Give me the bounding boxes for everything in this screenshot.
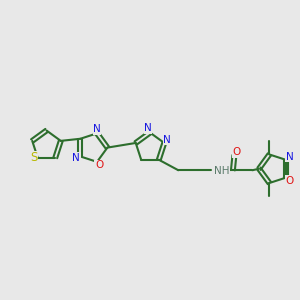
Text: N: N xyxy=(144,123,152,134)
Text: N: N xyxy=(73,153,80,163)
Text: O: O xyxy=(95,160,103,170)
Text: NH: NH xyxy=(214,166,230,176)
Text: O: O xyxy=(232,147,241,157)
Text: N: N xyxy=(286,152,294,162)
Text: S: S xyxy=(30,151,37,164)
Text: N: N xyxy=(93,124,101,134)
Text: N: N xyxy=(164,135,171,145)
Text: O: O xyxy=(286,176,294,186)
